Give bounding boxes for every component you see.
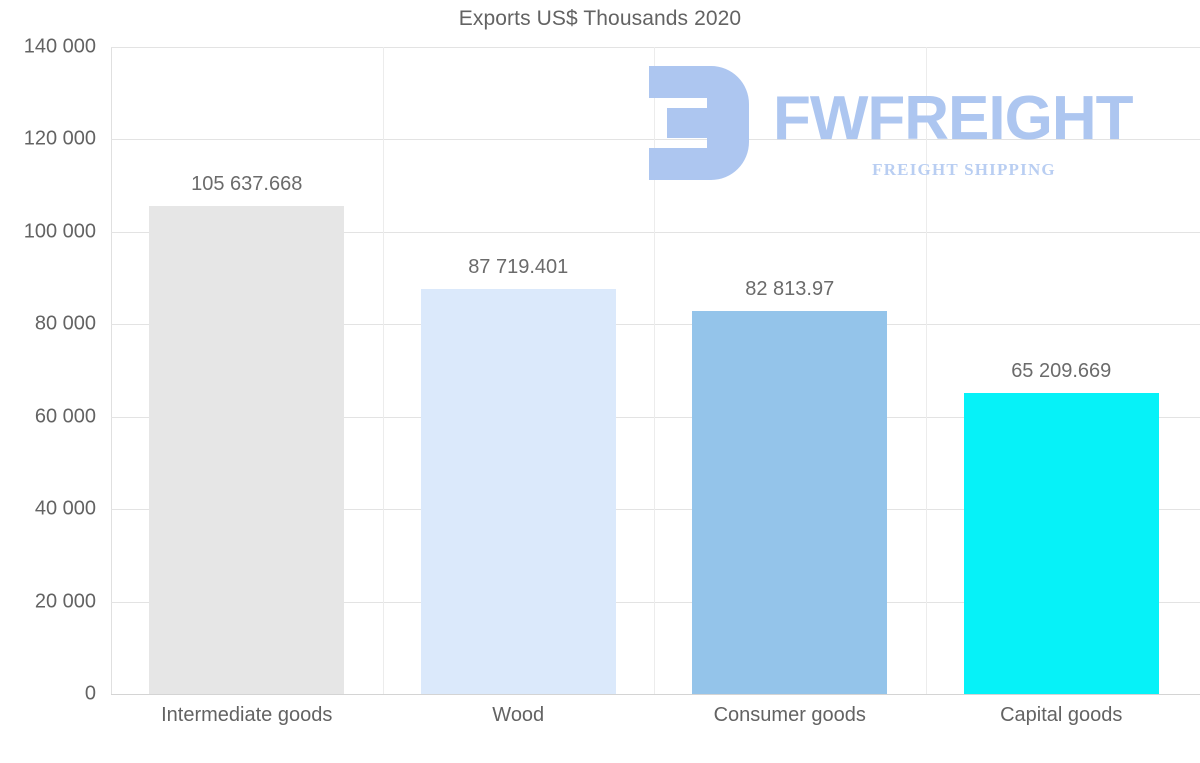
- x-axis-tick-label: Wood: [492, 704, 545, 726]
- gridline-horizontal: [111, 509, 1200, 511]
- chart-title: Exports US$ Thousands 2020: [458, 7, 742, 30]
- x-axis-tick-label: Consumer goods: [713, 704, 866, 726]
- x-axis-tick-label: Intermediate goods: [161, 704, 333, 726]
- y-axis-tick-label: 40 000: [34, 497, 96, 520]
- gridline-vertical: [383, 47, 384, 694]
- y-axis-tick-label: 120 000: [23, 127, 96, 150]
- gridline-vertical: [926, 47, 927, 694]
- bar-1[interactable]: [149, 205, 345, 694]
- bar-3[interactable]: [692, 311, 888, 694]
- bar-2[interactable]: [420, 288, 616, 694]
- y-axis-tick-label: 20 000: [34, 590, 96, 613]
- gridline-horizontal: [111, 416, 1200, 418]
- gridline-horizontal: [111, 231, 1200, 233]
- bar-value-label: 82 813.97: [745, 278, 835, 301]
- y-axis-tick-label: 0: [84, 682, 96, 705]
- gridline-horizontal: [111, 139, 1200, 141]
- y-axis-tick-label: 100 000: [23, 220, 96, 243]
- y-axis-tick-label: 140 000: [23, 35, 96, 58]
- gridline-vertical: [654, 47, 655, 694]
- gridline-horizontal: [111, 601, 1200, 603]
- bar-value-label: 105 637.668: [191, 172, 303, 195]
- y-axis-line: [111, 47, 112, 694]
- y-axis-tick-label: 60 000: [34, 405, 96, 428]
- gridline-horizontal: [111, 47, 1200, 48]
- x-axis-tick-label: Capital goods: [1000, 704, 1123, 726]
- bar-value-label: 65 209.669: [1011, 359, 1112, 382]
- gridline-horizontal: [111, 324, 1200, 326]
- bar-4[interactable]: [963, 392, 1159, 694]
- plot-area: 105 637.668 87 719.401 82 813.97 65 209.669: [111, 47, 1200, 695]
- gridline-horizontal: [111, 694, 1200, 695]
- bar-value-label: 87 719.401: [468, 255, 569, 278]
- y-axis-tick-label: 80 000: [34, 312, 96, 335]
